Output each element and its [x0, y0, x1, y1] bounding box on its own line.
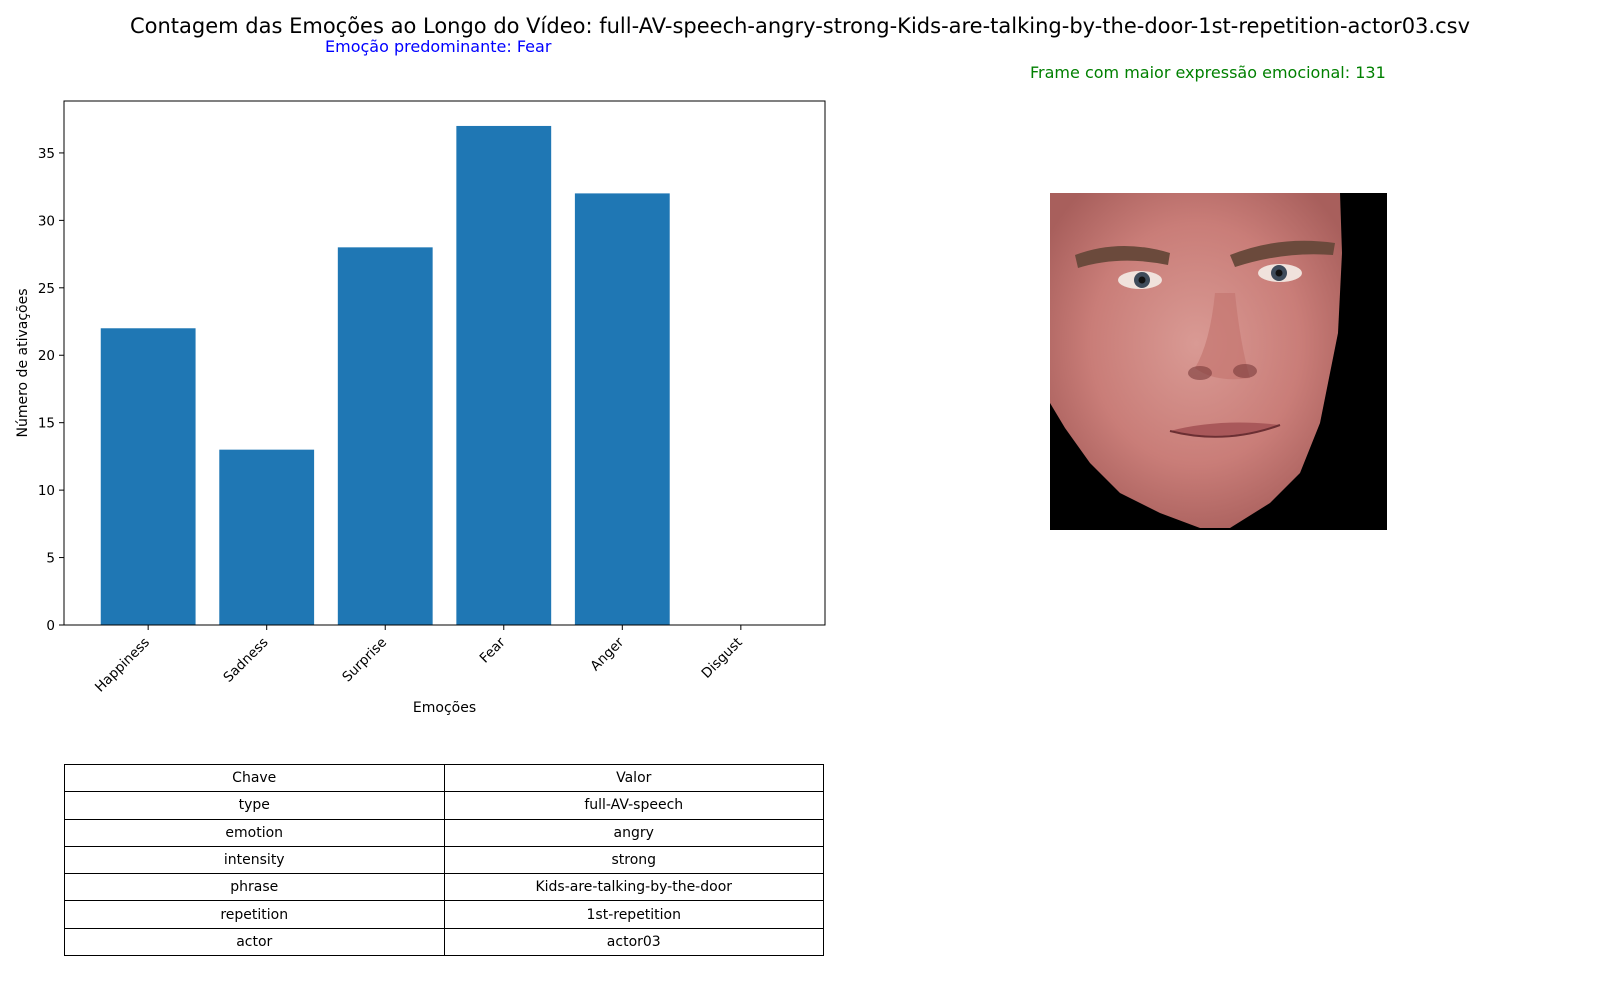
predominant-emotion-label: Emoção predominante: Fear [325, 37, 552, 56]
row-value: 1st-repetition [443, 900, 824, 929]
y-tick-label: 25 [38, 281, 55, 297]
bar-surprise [337, 247, 433, 625]
y-tick-label: 20 [38, 348, 55, 364]
bar-fear [456, 125, 552, 625]
x-tick-label: Fear [477, 634, 509, 666]
figure-title: Contagem das Emoções ao Longo do Vídeo: … [129, 14, 1471, 38]
y-tick-label: 5 [46, 551, 55, 567]
row-value: Kids-are-talking-by-the-door [443, 873, 824, 902]
table-row: emotion angry [64, 818, 824, 847]
table-row: intensity strong [64, 845, 824, 875]
x-tick-label: Disgust [699, 635, 746, 682]
bar-anger [574, 193, 670, 626]
bar-sadness [219, 449, 315, 625]
x-axis-label: Emoções [413, 700, 476, 716]
table-row: repetition 1st-repetition [64, 900, 824, 929]
y-tick-label: 0 [46, 618, 55, 634]
y-tick-label: 15 [38, 416, 55, 432]
row-key: phrase [64, 873, 445, 902]
x-tick-label: Surprise [339, 635, 390, 686]
row-value: full-AV-speech [443, 791, 824, 820]
metadata-table: Chave Valor type full-AV-speech emotion … [64, 763, 824, 957]
row-key: actor [64, 927, 445, 957]
y-tick-label: 30 [38, 213, 55, 229]
bar-happiness [100, 328, 196, 625]
x-tick-label: Sadness [220, 635, 271, 686]
x-tick-label: Anger [587, 634, 627, 674]
plot-frame [63, 100, 826, 626]
table-row: phrase Kids-are-talking-by-the-door [64, 873, 824, 902]
table-row: type full-AV-speech [64, 791, 824, 820]
x-tick-label: Happiness [92, 635, 153, 696]
row-key: intensity [64, 845, 445, 875]
table-row: actor actor03 [64, 927, 824, 957]
row-key: repetition [64, 900, 445, 929]
y-tick-label: 10 [38, 483, 55, 499]
y-tick-label: 35 [38, 146, 55, 162]
row-value: angry [443, 818, 824, 847]
table-header-row: Chave Valor [64, 763, 824, 793]
peak-frame-face-image [1050, 193, 1387, 530]
peak-frame-label: Frame com maior expressão emocional: 131 [1030, 63, 1386, 82]
emotion-bar-chart: Happiness Sadness Surprise Fear Anger Disgust… [15, 100, 826, 716]
row-key: emotion [64, 818, 445, 847]
row-value: strong [443, 845, 824, 875]
header-key: Chave [64, 763, 445, 793]
row-value: actor03 [443, 927, 824, 957]
header-value: Valor [443, 763, 824, 793]
y-axis-label: Número de ativações [15, 288, 31, 437]
row-key: type [64, 791, 445, 820]
